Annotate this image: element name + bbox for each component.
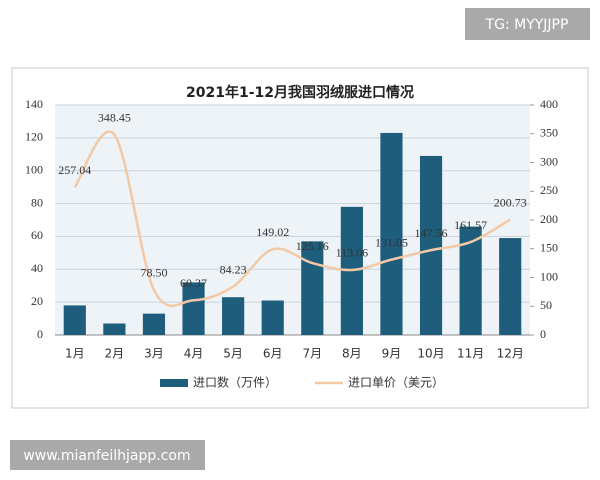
y-tick-label: 100 bbox=[25, 162, 43, 176]
x-tick-label: 7月 bbox=[302, 347, 322, 361]
bar bbox=[301, 241, 324, 335]
x-tick-label: 11月 bbox=[457, 347, 484, 361]
data-label: 60.37 bbox=[180, 276, 207, 290]
y2-tick-label: 50 bbox=[540, 298, 552, 312]
x-tick-label: 2月 bbox=[105, 347, 125, 361]
line bbox=[73, 130, 511, 307]
x-tick-label: 1月 bbox=[65, 347, 85, 361]
x-tick-label: 4月 bbox=[184, 347, 204, 361]
bar bbox=[380, 132, 403, 335]
bar bbox=[419, 155, 443, 335]
bar bbox=[499, 238, 522, 335]
legend-swatch bbox=[160, 379, 188, 387]
watermark-top: TG: MYYJJPP bbox=[485, 17, 569, 33]
x-tick-label: 9月 bbox=[382, 347, 402, 361]
y-tick-label: 140 bbox=[25, 97, 43, 111]
y2-tick-label: 150 bbox=[540, 241, 558, 255]
y2-tick-label: 100 bbox=[540, 269, 558, 283]
bar bbox=[63, 305, 86, 335]
data-label: 125.16 bbox=[296, 239, 329, 253]
y2-tick-label: 400 bbox=[540, 97, 558, 111]
x-tick-label: 3月 bbox=[144, 347, 164, 361]
data-label: 348.45 bbox=[98, 110, 131, 124]
bar bbox=[142, 313, 166, 335]
y-tick-label: 0 bbox=[37, 327, 43, 341]
y2-tick-label: 350 bbox=[540, 126, 558, 140]
y-tick-label: 80 bbox=[31, 195, 43, 209]
bar bbox=[103, 323, 126, 335]
y-tick-label: 120 bbox=[25, 130, 43, 144]
plot-area bbox=[55, 105, 530, 335]
chart-title: 2021年1-12月我国羽绒服进口情况 bbox=[186, 84, 414, 101]
x-tick-label: 8月 bbox=[342, 347, 362, 361]
data-label: 131.05 bbox=[375, 235, 408, 249]
data-label: 161.57 bbox=[454, 218, 487, 232]
y2-tick-label: 300 bbox=[540, 154, 558, 168]
data-label: 113.06 bbox=[336, 246, 369, 260]
bar bbox=[459, 226, 482, 335]
data-label: 149.02 bbox=[256, 225, 289, 239]
watermark-box bbox=[10, 440, 205, 470]
data-label: 147.56 bbox=[415, 226, 448, 240]
y2-tick-label: 200 bbox=[540, 212, 558, 226]
y2-tick-label: 0 bbox=[540, 327, 546, 341]
bar bbox=[222, 297, 245, 335]
y2-tick-label: 250 bbox=[540, 183, 558, 197]
legend-label: 进口单价（美元） bbox=[348, 376, 444, 390]
x-tick-label: 12月 bbox=[497, 347, 524, 361]
data-label: 257.04 bbox=[58, 163, 91, 177]
legend-label: 进口数（万件） bbox=[193, 375, 277, 390]
watermark-bottom: www.mianfeilhjapp.com bbox=[23, 448, 190, 464]
data-label: 84.23 bbox=[220, 262, 247, 276]
y-tick-label: 60 bbox=[31, 228, 43, 242]
y-tick-label: 20 bbox=[31, 294, 43, 308]
x-tick-label: 5月 bbox=[223, 347, 243, 361]
watermark-box bbox=[465, 8, 590, 40]
bar bbox=[261, 300, 284, 335]
x-tick-label: 10月 bbox=[417, 347, 444, 361]
y-tick-label: 40 bbox=[31, 261, 43, 275]
x-tick-label: 6月 bbox=[263, 347, 283, 361]
bar bbox=[182, 282, 205, 335]
data-label: 200.73 bbox=[494, 195, 527, 209]
data-label: 78.50 bbox=[140, 266, 167, 280]
